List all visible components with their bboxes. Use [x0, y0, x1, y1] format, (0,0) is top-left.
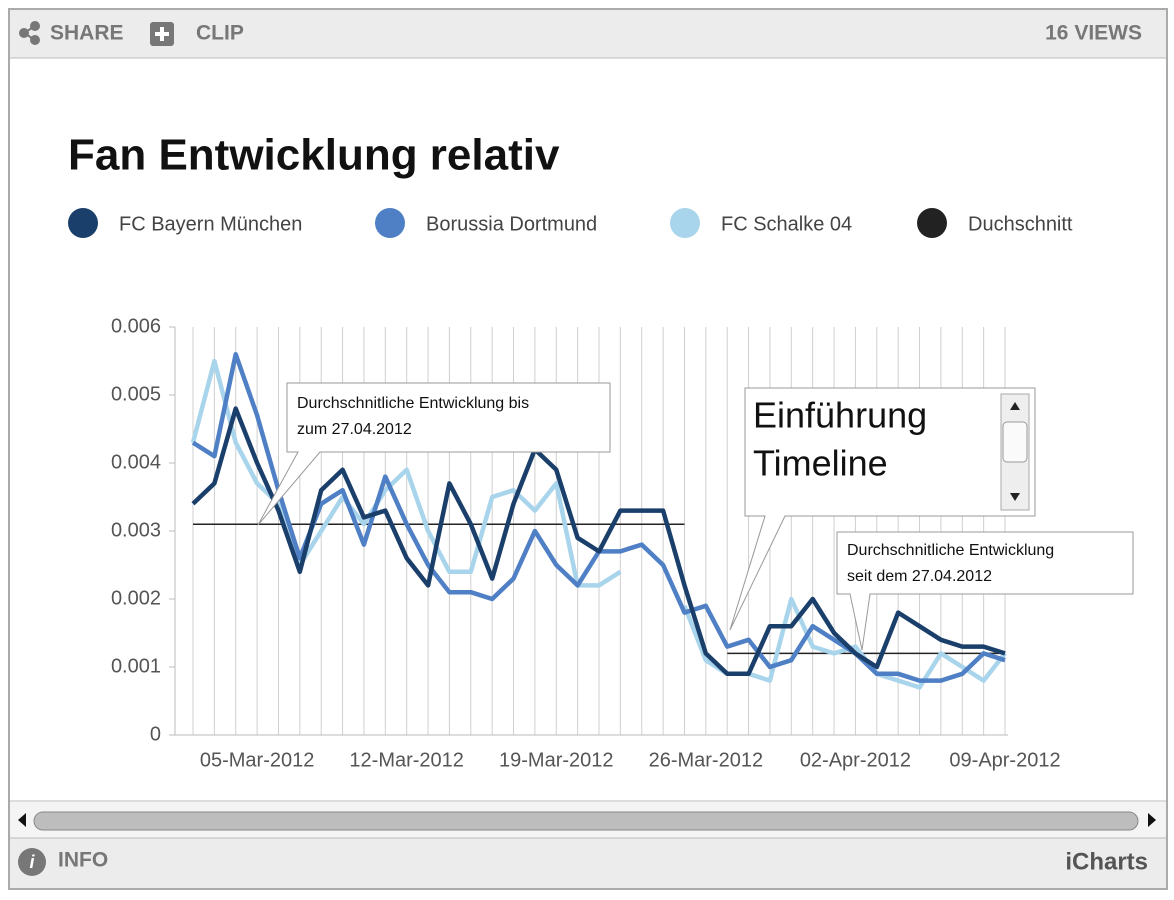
annotation-1: Durchschnitliche Entwicklung bis zum 27.…: [257, 382, 611, 526]
timeline-thumb[interactable]: [33, 811, 1139, 831]
brand: iCharts: [1065, 848, 1148, 875]
series-line: [191, 406, 1006, 677]
y-tick-label: 0.002: [111, 587, 161, 609]
footer: [10, 838, 1166, 888]
x-tick-label: 12-Mar-2012: [349, 749, 464, 771]
y-tick-label: 0.004: [111, 451, 161, 473]
legend-swatch: [375, 208, 405, 238]
legend-label: FC Bayern München: [119, 213, 302, 235]
toolbar: [10, 10, 1166, 58]
x-tick-label: 19-Mar-2012: [499, 749, 614, 771]
views-count: 16 VIEWS: [1045, 22, 1142, 45]
x-tick-label: 02-Apr-2012: [800, 749, 911, 771]
info-icon[interactable]: [18, 848, 46, 876]
x-tick-label: 05-Mar-2012: [200, 749, 315, 771]
legend-swatch: [670, 208, 700, 238]
x-tick-label: 26-Mar-2012: [649, 749, 764, 771]
annotation-2: Einführung Timeline: [729, 387, 1036, 631]
legend-swatch: [68, 208, 98, 238]
scroll-thumb[interactable]: [1002, 421, 1028, 463]
annotation-text: Einführung: [753, 395, 927, 436]
annotation-text: Durchschnitliche Entwicklung: [847, 542, 1054, 559]
legend-label: Duchschnitt: [968, 213, 1073, 235]
chart-title: Fan Entwicklung relativ: [68, 131, 560, 180]
annotation-text: zum 27.04.2012: [297, 421, 412, 438]
annotation-3: Durchschnitliche Entwicklung seit dem 27…: [836, 531, 1134, 651]
y-tick-label: 0: [150, 723, 161, 745]
legend-label: Borussia Dortmund: [426, 213, 597, 235]
y-tick-label: 0.005: [111, 383, 161, 405]
y-tick-label: 0.006: [111, 315, 161, 337]
clip-plus: [155, 27, 169, 41]
info-icon-glyph: i: [29, 852, 35, 872]
legend-label: FC Schalke 04: [721, 213, 852, 235]
clip-button[interactable]: CLIP: [196, 22, 244, 45]
share-button[interactable]: SHARE: [50, 22, 124, 45]
annotation-text: seit dem 27.04.2012: [847, 568, 992, 585]
y-tick-label: 0.001: [111, 655, 161, 677]
info-button[interactable]: INFO: [58, 849, 108, 872]
legend-swatch: [917, 208, 947, 238]
x-tick-label: 09-Apr-2012: [949, 749, 1060, 771]
annotation-text: Durchschnitliche Entwicklung bis: [297, 395, 529, 412]
y-tick-label: 0.003: [111, 519, 161, 541]
annotation-text: Timeline: [753, 443, 888, 484]
share-icon[interactable]: [19, 21, 40, 45]
